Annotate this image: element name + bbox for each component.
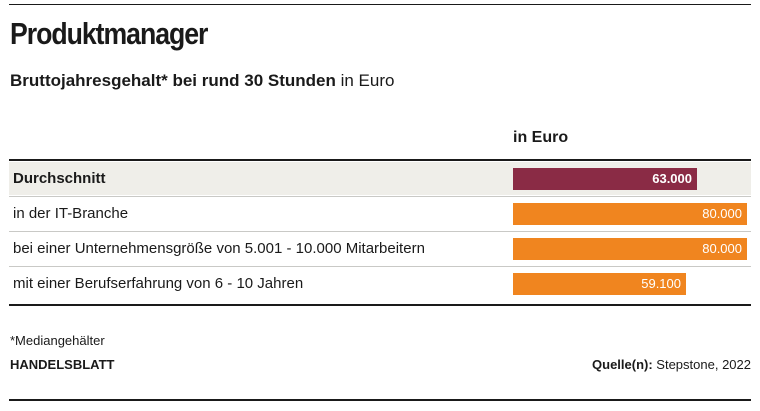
data-label: 80.000 — [702, 206, 742, 221]
subtitle-bold: Bruttojahresgehalt* bei rund 30 Stunden — [10, 71, 336, 90]
chart-title: Produktmanager — [10, 16, 208, 51]
bar: 80.000 — [513, 203, 747, 225]
source-label: Quelle(n): — [592, 357, 653, 372]
table-bottom-rule — [9, 304, 751, 306]
bar: 63.000 — [513, 168, 697, 190]
bar: 59.100 — [513, 273, 686, 295]
category-label: in der IT-Branche — [13, 205, 129, 222]
row-separator — [9, 196, 751, 197]
source-credit: Quelle(n): Stepstone, 2022 — [592, 356, 751, 374]
row-separator — [9, 266, 751, 267]
column-header: in Euro — [513, 129, 569, 146]
footnote: *Mediangehälter — [10, 333, 105, 348]
table-row: bei einer Unternehmensgröße von 5.001 - … — [9, 232, 751, 265]
top-rule — [9, 4, 751, 5]
category-label: Durchschnitt — [13, 170, 106, 187]
data-label: 63.000 — [652, 171, 692, 186]
subtitle-unit: in Euro — [335, 71, 395, 90]
row-separator — [9, 231, 751, 232]
bottom-rule — [9, 399, 751, 401]
table-row: in der IT-Branche 80.000 — [9, 197, 751, 230]
table-row: Durchschnitt 63.000 — [9, 162, 751, 195]
brand-logo-text: HANDELSBLATT — [10, 357, 115, 372]
category-label: mit einer Berufserfahrung von 6 - 10 Jah… — [13, 275, 304, 292]
table-row: mit einer Berufserfahrung von 6 - 10 Jah… — [9, 267, 751, 300]
chart-subtitle: Bruttojahresgehalt* bei rund 30 Stunden … — [10, 70, 394, 92]
data-label: 80.000 — [702, 241, 742, 256]
category-label: bei einer Unternehmensgröße von 5.001 - … — [13, 240, 425, 257]
source-text: Stepstone, 2022 — [652, 357, 751, 372]
data-label: 59.100 — [641, 276, 681, 291]
table-top-rule — [9, 159, 751, 161]
bar: 80.000 — [513, 238, 747, 260]
